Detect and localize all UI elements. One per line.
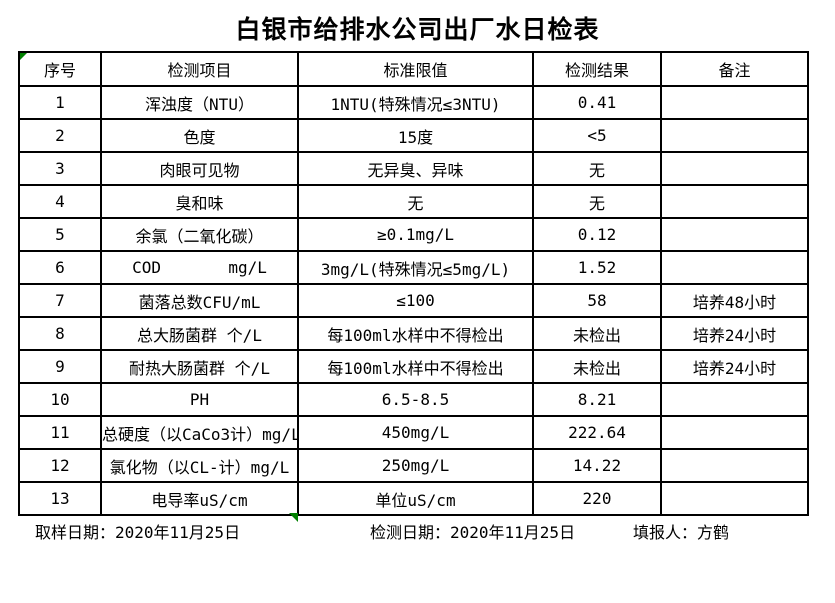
cell-no: 4 [18, 184, 102, 219]
cell-item: 浑浊度（NTU） [100, 85, 299, 120]
cell-standard: 无 [297, 184, 534, 219]
cell-result: 220 [532, 481, 662, 516]
sampling-date-text: 取样日期：2020年11月25日 [35, 523, 241, 542]
cell-note [660, 415, 809, 450]
cell-standard: ≤100 [297, 283, 534, 318]
cell-note [660, 481, 809, 516]
table-row: 5 余氯（二氧化碳） ≥0.1mg/L 0.12 [18, 217, 809, 252]
cell-item: 总硬度（以CaCo3计）mg/L [100, 415, 299, 450]
table-row: 12 氯化物（以CL-计）mg/L 250mg/L 14.22 [18, 448, 809, 483]
cell-result: 未检出 [532, 349, 662, 384]
inspection-table: 序号 检测项目 标准限值 检测结果 备注 1 浑浊度（NTU） 1NTU(特殊情… [18, 51, 809, 516]
cell-item: PH [100, 382, 299, 417]
footer: 取样日期：2020年11月25日 检测日期：2020年11月25日 填报人：方鹤 [0, 521, 835, 545]
cell-no: 7 [18, 283, 102, 318]
cell-item: 氯化物（以CL-计）mg/L [100, 448, 299, 483]
cell-item: 臭和味 [100, 184, 299, 219]
cell-note [660, 382, 809, 417]
cell-item: 余氯（二氧化碳） [100, 217, 299, 252]
cell-no: 9 [18, 349, 102, 384]
cell-result: 14.22 [532, 448, 662, 483]
cell-result: 8.21 [532, 382, 662, 417]
col-header-note: 备注 [660, 51, 809, 87]
cell-result: 58 [532, 283, 662, 318]
cell-note [660, 85, 809, 120]
col-header-result: 检测结果 [532, 51, 662, 87]
cell-no: 1 [18, 85, 102, 120]
cell-note [660, 250, 809, 285]
cell-note [660, 448, 809, 483]
col-header-item: 检测项目 [100, 51, 299, 87]
cell-standard: 每100ml水样中不得检出 [297, 349, 534, 384]
cell-no: 3 [18, 151, 102, 186]
cell-note: 培养48小时 [660, 283, 809, 318]
testing-date-text: 检测日期：2020年11月25日 [370, 523, 576, 542]
cell-note: 培养24小时 [660, 349, 809, 384]
cell-standard: 单位uS/cm [297, 481, 534, 516]
table-row: 11 总硬度（以CaCo3计）mg/L 450mg/L 222.64 [18, 415, 809, 450]
table-row: 2 色度 15度 <5 [18, 118, 809, 153]
cell-note [660, 118, 809, 153]
table-header-row: 序号 检测项目 标准限值 检测结果 备注 [18, 51, 809, 87]
table-row: 13 电导率uS/cm 单位uS/cm 220 [18, 481, 809, 516]
cell-item: 耐热大肠菌群 个/L [100, 349, 299, 384]
cell-no: 10 [18, 382, 102, 417]
cell-no: 11 [18, 415, 102, 450]
cell-note [660, 217, 809, 252]
cell-standard: 1NTU(特殊情况≤3NTU) [297, 85, 534, 120]
cell-result: 0.41 [532, 85, 662, 120]
cell-result: 0.12 [532, 217, 662, 252]
cell-no: 6 [18, 250, 102, 285]
table-row: 6 COD mg/L 3mg/L(特殊情况≤5mg/L) 1.52 [18, 250, 809, 285]
cell-no: 13 [18, 481, 102, 516]
col-header-standard: 标准限值 [297, 51, 534, 87]
cell-no: 12 [18, 448, 102, 483]
table-row: 7 菌落总数CFU/mL ≤100 58 培养48小时 [18, 283, 809, 318]
cell-item: 总大肠菌群 个/L [100, 316, 299, 351]
cell-note [660, 151, 809, 186]
cell-item: 肉眼可见物 [100, 151, 299, 186]
cell-item: COD mg/L [100, 250, 299, 285]
cell-item: 电导率uS/cm [100, 481, 299, 516]
cell-result: 无 [532, 184, 662, 219]
cell-standard: 6.5-8.5 [297, 382, 534, 417]
cell-item: 菌落总数CFU/mL [100, 283, 299, 318]
cell-no: 2 [18, 118, 102, 153]
cell-standard: ≥0.1mg/L [297, 217, 534, 252]
cell-note [660, 184, 809, 219]
cell-standard: 450mg/L [297, 415, 534, 450]
cell-result: 未检出 [532, 316, 662, 351]
green-selection-marker-icon [289, 513, 298, 522]
table-row: 4 臭和味 无 无 [18, 184, 809, 219]
cell-standard: 15度 [297, 118, 534, 153]
table-row: 9 耐热大肠菌群 个/L 每100ml水样中不得检出 未检出 培养24小时 [18, 349, 809, 384]
cell-result: 1.52 [532, 250, 662, 285]
cell-standard: 3mg/L(特殊情况≤5mg/L) [297, 250, 534, 285]
cell-result: <5 [532, 118, 662, 153]
cell-result: 222.64 [532, 415, 662, 450]
table-row: 10 PH 6.5-8.5 8.21 [18, 382, 809, 417]
page-title: 白银市给排水公司出厂水日检表 [235, 15, 600, 44]
col-header-no: 序号 [18, 51, 102, 87]
reporter-text: 填报人：方鹤 [633, 523, 730, 542]
cell-standard: 250mg/L [297, 448, 534, 483]
cell-result: 无 [532, 151, 662, 186]
cell-note: 培养24小时 [660, 316, 809, 351]
cell-item: 色度 [100, 118, 299, 153]
table-row: 3 肉眼可见物 无异臭、异味 无 [18, 151, 809, 186]
cell-standard: 每100ml水样中不得检出 [297, 316, 534, 351]
table-row: 8 总大肠菌群 个/L 每100ml水样中不得检出 未检出 培养24小时 [18, 316, 809, 351]
table-row: 1 浑浊度（NTU） 1NTU(特殊情况≤3NTU) 0.41 [18, 85, 809, 120]
cell-no: 8 [18, 316, 102, 351]
cell-standard: 无异臭、异味 [297, 151, 534, 186]
cell-no: 5 [18, 217, 102, 252]
green-corner-marker-icon [20, 53, 27, 60]
